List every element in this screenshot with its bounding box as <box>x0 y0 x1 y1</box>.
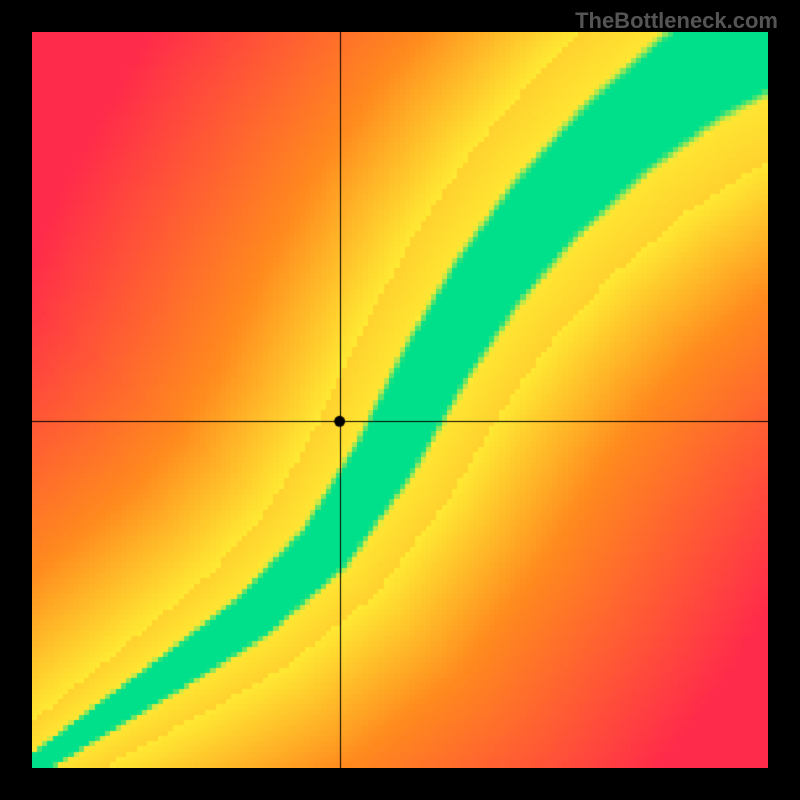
heatmap-canvas <box>32 32 768 768</box>
chart-container: TheBottleneck.com <box>0 0 800 800</box>
watermark-text: TheBottleneck.com <box>575 8 778 34</box>
